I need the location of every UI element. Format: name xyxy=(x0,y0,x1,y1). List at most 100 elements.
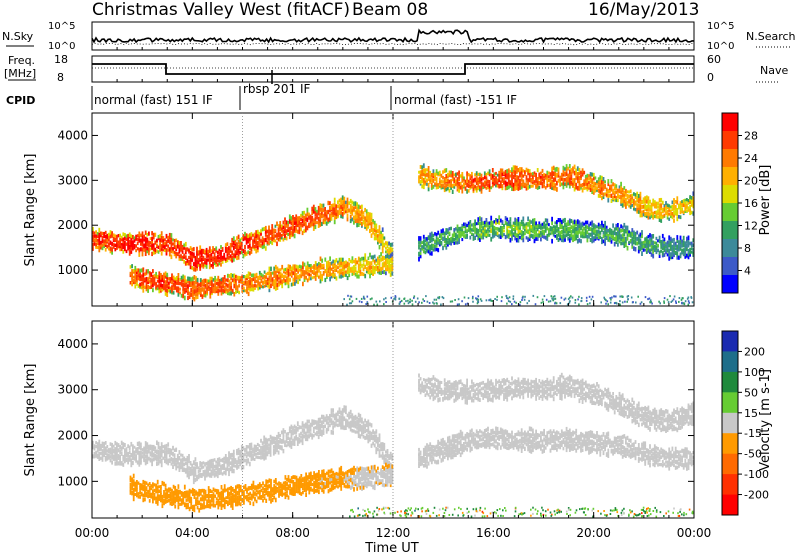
power-cell xyxy=(182,278,185,283)
power-cell xyxy=(265,272,268,276)
power-cell xyxy=(671,238,674,243)
power-cell xyxy=(187,279,189,284)
velocity-cell xyxy=(202,461,205,465)
power-cell xyxy=(298,225,301,231)
power-cell xyxy=(365,262,368,266)
power-cell xyxy=(310,269,312,273)
velocity-cell xyxy=(274,436,277,441)
power-cell xyxy=(284,282,287,286)
power-cell xyxy=(673,206,675,211)
power-cell xyxy=(604,180,606,184)
velocity-cell xyxy=(220,464,222,468)
power-cell xyxy=(258,241,261,245)
power-cell xyxy=(171,285,173,290)
power-cell xyxy=(528,223,531,228)
power-cell xyxy=(135,244,137,248)
power-cell xyxy=(391,252,394,257)
velocity-cell xyxy=(285,444,288,448)
power-cell xyxy=(583,233,586,237)
power-cell xyxy=(109,246,112,251)
power-cell xyxy=(644,206,647,211)
power-cell xyxy=(485,182,488,186)
power-cell xyxy=(295,214,298,218)
velocity-cell xyxy=(132,461,134,466)
power-cell xyxy=(548,223,550,227)
power-cell xyxy=(549,176,552,181)
power-cell xyxy=(496,233,499,238)
power-cell xyxy=(253,244,256,249)
power-cell xyxy=(636,195,639,200)
power-cell xyxy=(458,184,460,189)
power-cell xyxy=(642,204,645,209)
power-cell xyxy=(520,170,523,175)
power-cell xyxy=(252,273,255,278)
power-cell xyxy=(300,274,303,278)
power-cell xyxy=(236,242,238,247)
power-noise-cell xyxy=(403,302,406,305)
power-cell xyxy=(218,256,221,260)
power-cell xyxy=(552,185,555,191)
velocity-cell xyxy=(194,466,197,472)
power-cell xyxy=(548,230,550,234)
velocity-cell xyxy=(284,443,286,447)
velocity-cell xyxy=(207,471,210,475)
power-cell xyxy=(252,284,255,288)
power-cell xyxy=(282,225,285,230)
power-cell xyxy=(175,254,178,259)
power-cell xyxy=(650,240,653,246)
power-cell xyxy=(549,184,552,189)
power-cell xyxy=(348,262,351,266)
power-cell xyxy=(434,172,436,176)
power-cell xyxy=(488,180,491,185)
power-cell xyxy=(168,232,171,238)
power-cell xyxy=(597,226,600,230)
velocity-cell xyxy=(287,441,290,445)
power-noise-cell xyxy=(440,303,442,306)
velocity-cell xyxy=(247,451,250,455)
velocity-cell xyxy=(255,449,258,453)
power-cell xyxy=(175,251,178,256)
power-cell xyxy=(660,203,663,208)
power-noise-cell xyxy=(570,295,572,298)
power-cell xyxy=(588,177,590,181)
velocity-cell xyxy=(290,433,293,438)
velocity-cell xyxy=(306,423,309,428)
power-cell xyxy=(286,269,288,273)
power-cell xyxy=(556,223,558,228)
velocity-cell xyxy=(354,416,357,421)
power-cell xyxy=(605,187,608,191)
power-noise-cell xyxy=(421,301,423,304)
power-cell xyxy=(480,220,483,225)
power-cell xyxy=(479,237,481,242)
power-cell xyxy=(340,214,342,219)
power-cell xyxy=(520,232,523,237)
power-cell xyxy=(300,213,302,218)
power-cell xyxy=(629,231,632,235)
velocity-cell xyxy=(125,451,128,456)
power-cell xyxy=(103,234,105,239)
power-cell xyxy=(503,233,505,236)
power-cell xyxy=(122,239,125,244)
power-cell xyxy=(343,200,346,205)
power-cell xyxy=(592,183,595,188)
power-cell xyxy=(549,232,552,236)
power-cell xyxy=(678,255,680,260)
power-cell xyxy=(477,177,480,181)
power-cell xyxy=(615,235,618,239)
power-cell xyxy=(514,186,517,191)
power-noise-cell xyxy=(521,299,523,301)
power-cell xyxy=(155,274,157,279)
power-cell xyxy=(213,261,216,266)
velocity-cell xyxy=(264,447,267,453)
velocity-cell xyxy=(167,447,170,452)
velocity-cell xyxy=(341,412,344,418)
power-cell xyxy=(211,279,213,284)
power-cell xyxy=(268,241,270,246)
power-cell xyxy=(424,180,427,184)
velocity-cell xyxy=(367,429,370,434)
power-cell xyxy=(330,214,333,218)
power-cell xyxy=(464,230,467,234)
power-cell xyxy=(621,238,624,243)
velocity-cell xyxy=(160,442,163,447)
power-cell xyxy=(172,286,175,291)
